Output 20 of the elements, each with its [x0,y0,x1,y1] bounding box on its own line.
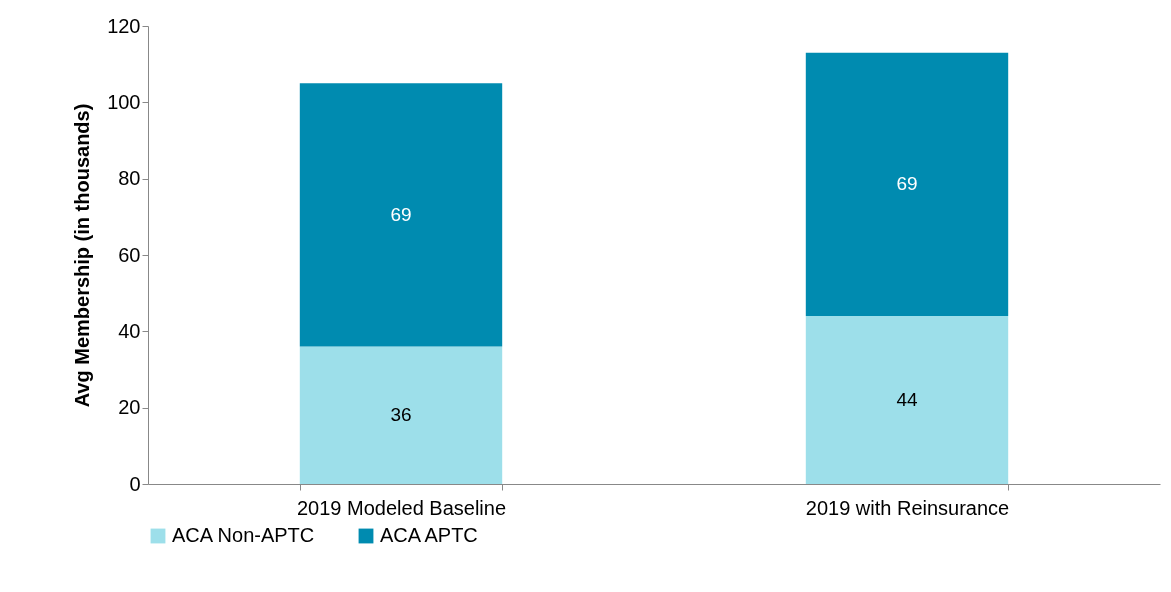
y-tick-label: 20 [118,396,141,419]
y-tick-label: 80 [118,167,141,190]
bar [805,316,1009,484]
y-tick-label: 0 [129,472,141,495]
data-label: 44 [896,389,918,411]
legend-label: ACA Non-APTC [172,524,315,546]
bar [299,83,503,347]
y-tick-label: 100 [107,90,141,113]
y-tick-label: 60 [118,243,141,266]
data-label: 36 [390,404,412,426]
y-tick-label: 120 [107,14,141,37]
bar [805,52,1009,317]
y-tick-label: 40 [118,319,141,342]
legend-label: ACA APTC [380,524,478,546]
x-tick-label: 2019 with Reinsurance [805,496,1010,519]
y-axis-title: Avg Membership (in thousands) [71,103,94,408]
data-label: 69 [896,173,918,195]
x-tick-label: 2019 Modeled Baseline [296,496,507,519]
bar [299,346,503,484]
data-label: 69 [390,203,412,225]
